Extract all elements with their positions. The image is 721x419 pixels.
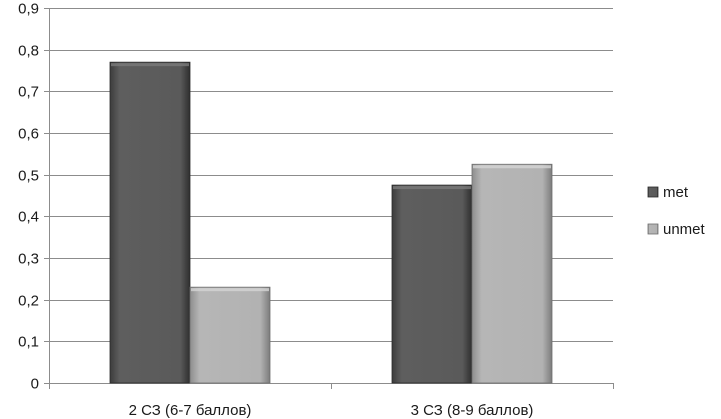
legend-label-met: met [663, 184, 689, 201]
y-tick-label: 0,6 [18, 126, 39, 143]
bar-met-1 [109, 61, 191, 384]
y-axis-tick-labels: 0 0,1 0,2 0,3 0,4 0,5 0,6 0,7 0,8 0,9 [18, 1, 39, 393]
legend-label-unmet: unmet [663, 221, 706, 238]
y-tick-label: 0,7 [18, 84, 39, 101]
y-tick-label: 0,9 [18, 1, 39, 18]
y-tick-label: 0,1 [18, 334, 39, 351]
y-tick-label: 0,4 [18, 209, 39, 226]
legend-swatch-unmet [647, 223, 659, 235]
axes [44, 8, 614, 389]
bar-highlight [191, 288, 269, 292]
bar-unmet-1 [189, 286, 271, 384]
bar-highlight [473, 165, 551, 169]
y-tick-label: 0,3 [18, 251, 39, 268]
y-tick-label: 0,5 [18, 168, 39, 185]
bars [109, 61, 553, 384]
legend-swatch-met [647, 186, 659, 198]
bar-met-2 [391, 184, 473, 384]
x-category-label: 3 СЗ (8-9 баллов) [411, 402, 534, 419]
bar-highlight [393, 186, 471, 190]
bar-unmet-2 [471, 163, 553, 384]
bar-highlight [111, 63, 189, 67]
x-category-label: 2 СЗ (6-7 баллов) [129, 402, 252, 419]
legend: met unmet [647, 184, 706, 238]
y-tick-label: 0 [31, 376, 39, 393]
y-tick-label: 0,8 [18, 43, 39, 60]
y-tick-label: 0,2 [18, 293, 39, 310]
x-axis-category-labels: 2 СЗ (6-7 баллов) 3 СЗ (8-9 баллов) [129, 402, 534, 419]
